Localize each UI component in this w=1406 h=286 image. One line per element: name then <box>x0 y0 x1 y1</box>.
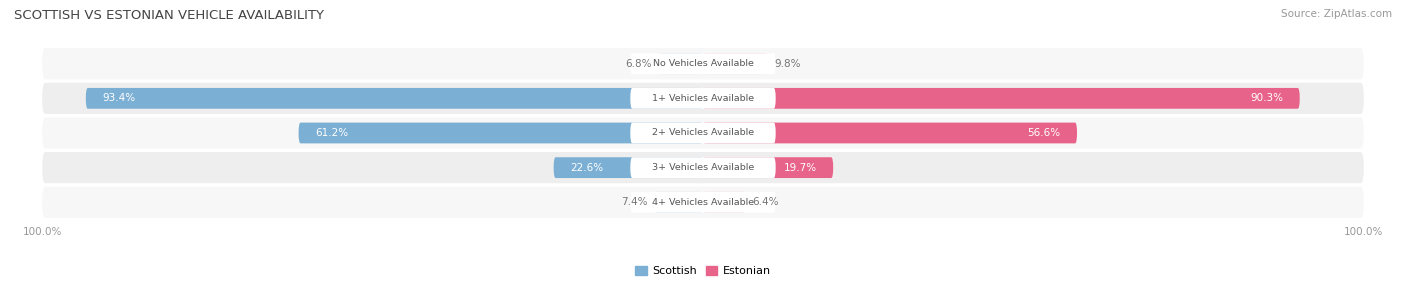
Text: 19.7%: 19.7% <box>783 163 817 173</box>
Text: SCOTTISH VS ESTONIAN VEHICLE AVAILABILITY: SCOTTISH VS ESTONIAN VEHICLE AVAILABILIT… <box>14 9 323 21</box>
FancyBboxPatch shape <box>42 117 1364 149</box>
FancyBboxPatch shape <box>42 187 1364 218</box>
Text: 7.4%: 7.4% <box>621 197 648 207</box>
Legend: Scottish, Estonian: Scottish, Estonian <box>631 262 775 281</box>
FancyBboxPatch shape <box>703 88 1299 109</box>
FancyBboxPatch shape <box>298 123 703 143</box>
FancyBboxPatch shape <box>630 157 776 178</box>
Text: 22.6%: 22.6% <box>571 163 603 173</box>
Text: Source: ZipAtlas.com: Source: ZipAtlas.com <box>1281 9 1392 19</box>
Text: 2+ Vehicles Available: 2+ Vehicles Available <box>652 128 754 138</box>
Text: 56.6%: 56.6% <box>1028 128 1060 138</box>
Text: No Vehicles Available: No Vehicles Available <box>652 59 754 68</box>
FancyBboxPatch shape <box>42 48 1364 79</box>
FancyBboxPatch shape <box>703 123 1077 143</box>
FancyBboxPatch shape <box>658 53 703 74</box>
Text: 90.3%: 90.3% <box>1250 93 1284 103</box>
Text: 6.8%: 6.8% <box>624 59 651 69</box>
Text: 3+ Vehicles Available: 3+ Vehicles Available <box>652 163 754 172</box>
FancyBboxPatch shape <box>703 53 768 74</box>
FancyBboxPatch shape <box>630 192 776 213</box>
FancyBboxPatch shape <box>554 157 703 178</box>
FancyBboxPatch shape <box>86 88 703 109</box>
Text: 1+ Vehicles Available: 1+ Vehicles Available <box>652 94 754 103</box>
FancyBboxPatch shape <box>42 152 1364 183</box>
FancyBboxPatch shape <box>42 83 1364 114</box>
Text: 6.4%: 6.4% <box>752 197 779 207</box>
Text: 9.8%: 9.8% <box>775 59 801 69</box>
Text: 4+ Vehicles Available: 4+ Vehicles Available <box>652 198 754 207</box>
Text: 61.2%: 61.2% <box>315 128 349 138</box>
FancyBboxPatch shape <box>630 88 776 109</box>
FancyBboxPatch shape <box>630 123 776 143</box>
FancyBboxPatch shape <box>630 53 776 74</box>
FancyBboxPatch shape <box>654 192 703 213</box>
Text: 93.4%: 93.4% <box>103 93 135 103</box>
FancyBboxPatch shape <box>703 157 834 178</box>
FancyBboxPatch shape <box>703 192 745 213</box>
